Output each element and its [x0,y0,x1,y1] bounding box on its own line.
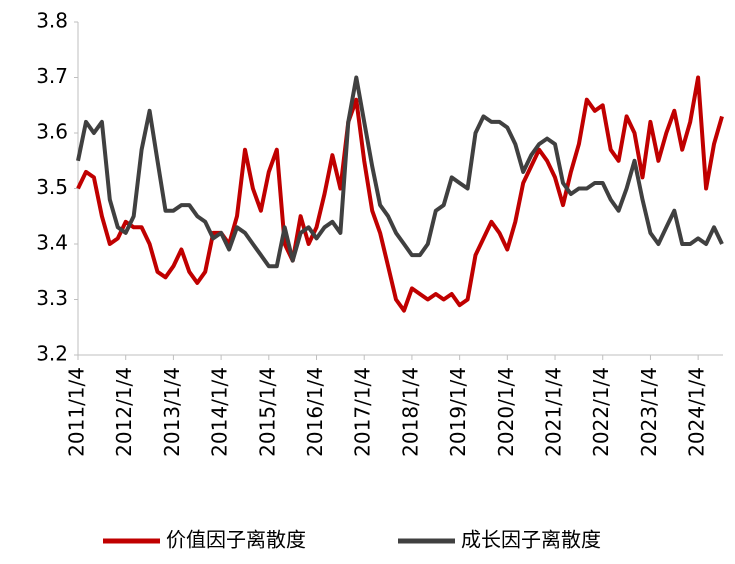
x-tick-label: 2021/1/4 [542,367,566,457]
x-tick-label: 2023/1/4 [637,367,661,457]
x-tick-label: 2017/1/4 [351,367,375,457]
y-tick-label: 3.5 [36,175,68,199]
y-tick-label: 3.3 [36,286,68,310]
legend-label: 价值因子离散度 [166,528,306,552]
x-tick-label: 2016/1/4 [303,367,327,457]
series-line [76,75,724,313]
y-tick-label: 3.4 [36,231,68,255]
x-tick-label: 2011/1/4 [65,367,89,457]
x-tick-label: 2018/1/4 [398,367,422,457]
x-tick-label: 2012/1/4 [112,367,136,457]
y-tick-label: 3.8 [36,9,68,33]
legend-label: 成长因子离散度 [461,528,601,552]
x-tick-label: 2024/1/4 [685,367,709,457]
x-tick-label: 2014/1/4 [208,367,232,457]
x-tick-label: 2020/1/4 [494,367,518,457]
y-tick-label: 3.7 [36,64,68,88]
y-tick-label: 3.2 [36,342,68,366]
x-tick-label: 2015/1/4 [255,367,279,457]
series-line [76,75,724,269]
y-tick-label: 3.6 [36,120,68,144]
x-tick-label: 2022/1/4 [589,367,613,457]
x-tick-label: 2013/1/4 [160,367,184,457]
x-tick-label: 2019/1/4 [446,367,470,457]
